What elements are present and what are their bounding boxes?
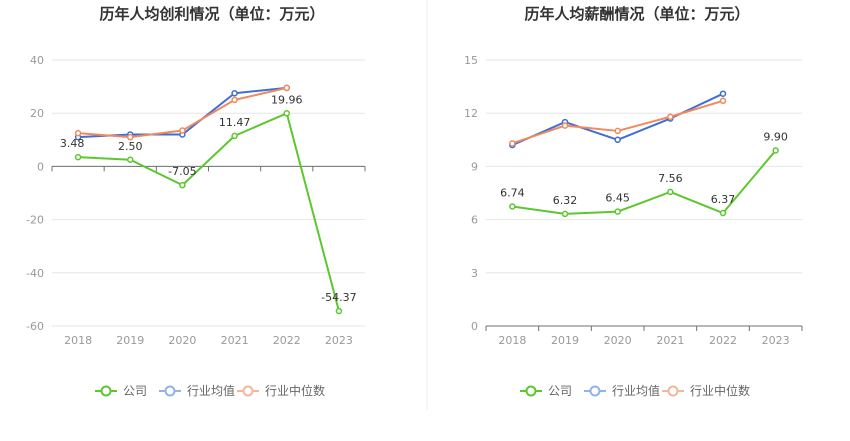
legend-marker — [525, 385, 537, 397]
x-tick-label: 2019 — [116, 334, 144, 347]
profit-legend: 公司 行业均值 行业中位数 — [95, 383, 325, 398]
x-tick-label: 2022 — [709, 334, 737, 347]
legend-marker — [100, 385, 112, 397]
data-point[interactable] — [283, 84, 290, 92]
data-point[interactable] — [335, 307, 343, 315]
data-point[interactable] — [179, 181, 186, 189]
x-tick-label: 2018 — [498, 334, 526, 347]
x-tick-label: 2018 — [64, 334, 92, 347]
series-line-company — [512, 149, 777, 215]
data-point[interactable] — [719, 97, 727, 105]
data-point[interactable] — [719, 90, 727, 97]
data-label: 6.45 — [605, 192, 630, 205]
salary-legend: 公司 行业均值 行业中位数 — [520, 383, 750, 398]
x-tick-label: 2020 — [168, 334, 196, 347]
data-point[interactable] — [509, 203, 516, 210]
x-tick-label: 2019 — [551, 334, 579, 347]
data-label: 7.56 — [658, 172, 683, 185]
data-point[interactable] — [283, 110, 290, 117]
legend-item[interactable]: 公司 — [520, 384, 572, 398]
data-label: 3.48 — [60, 137, 85, 150]
legend-label: 行业均值 — [187, 383, 235, 398]
data-point[interactable] — [772, 147, 779, 154]
legend-marker — [589, 385, 601, 397]
legend-marker — [164, 385, 176, 397]
data-point[interactable] — [614, 208, 621, 215]
salary-chart: 15 12 9 6 3 0 2018 2019 2020 2021 2022 2023 6.74 6.32… — [464, 54, 803, 347]
data-point[interactable] — [614, 136, 621, 144]
y-tick-label: 40 — [30, 54, 44, 67]
data-point[interactable] — [667, 113, 674, 120]
legend-label: 行业均值 — [612, 383, 660, 398]
data-point[interactable] — [719, 209, 727, 217]
data-point[interactable] — [231, 96, 238, 104]
series-line-company — [78, 112, 340, 312]
y-tick-label: -20 — [26, 214, 44, 227]
legend-label: 公司 — [123, 384, 147, 398]
y-tick-label: 6 — [471, 214, 478, 227]
legend-item[interactable]: 行业中位数 — [662, 383, 750, 398]
data-point[interactable] — [231, 90, 238, 97]
x-tick-label: 2023 — [325, 334, 353, 347]
data-label: 11.47 — [219, 116, 251, 129]
x-tick-label: 2020 — [604, 334, 632, 347]
data-point[interactable] — [74, 153, 82, 161]
x-tick-label: 2022 — [273, 334, 301, 347]
legend-item[interactable]: 行业中位数 — [237, 383, 325, 398]
y-tick-label: -60 — [26, 320, 44, 333]
data-point[interactable] — [561, 122, 569, 129]
legend-label: 行业中位数 — [690, 383, 750, 398]
y-tick-label: 15 — [464, 54, 478, 67]
profit-chart: 40 20 0 -20 -40 -60 2018 2019 2020 2021 2022 2023 3.… — [26, 54, 366, 347]
data-label: 2.50 — [118, 140, 143, 153]
data-point[interactable] — [614, 127, 621, 135]
data-point[interactable] — [509, 140, 516, 147]
legend-item[interactable]: 行业均值 — [159, 383, 235, 398]
data-label: 6.37 — [711, 193, 736, 206]
data-label: 19.96 — [271, 93, 303, 106]
legend-label: 行业中位数 — [265, 383, 325, 398]
x-tick-label: 2021 — [221, 334, 249, 347]
y-tick-label: 0 — [37, 160, 44, 173]
data-label: 9.90 — [763, 130, 788, 143]
y-tick-label: 0 — [471, 320, 478, 333]
legend-label: 公司 — [548, 384, 572, 398]
data-label: 6.74 — [500, 186, 525, 199]
x-tick-label: 2023 — [762, 334, 790, 347]
legend-marker — [667, 385, 679, 397]
y-tick-label: 3 — [471, 267, 478, 280]
data-point[interactable] — [667, 188, 674, 196]
data-label: -7.05 — [168, 165, 196, 178]
data-point[interactable] — [74, 129, 82, 137]
legend-item[interactable]: 行业均值 — [584, 383, 660, 398]
data-point[interactable] — [561, 210, 569, 218]
data-point[interactable] — [231, 132, 238, 140]
data-point[interactable] — [127, 133, 134, 141]
chart-title-salary: 历年人均薪酬情况（单位：万元） — [524, 5, 749, 23]
legend-item[interactable]: 公司 — [95, 384, 147, 398]
y-tick-label: 12 — [464, 107, 478, 120]
data-label: -54.37 — [321, 291, 356, 304]
data-point[interactable] — [127, 156, 134, 163]
chart-title-profit: 历年人均创利情况（单位：万元） — [99, 5, 324, 23]
data-label: 6.32 — [553, 194, 578, 207]
y-tick-label: 9 — [471, 160, 478, 173]
data-point[interactable] — [179, 127, 186, 134]
legend-marker — [242, 385, 254, 397]
y-tick-label: 20 — [30, 107, 44, 120]
x-tick-label: 2021 — [656, 334, 684, 347]
y-tick-label: -40 — [26, 267, 44, 280]
